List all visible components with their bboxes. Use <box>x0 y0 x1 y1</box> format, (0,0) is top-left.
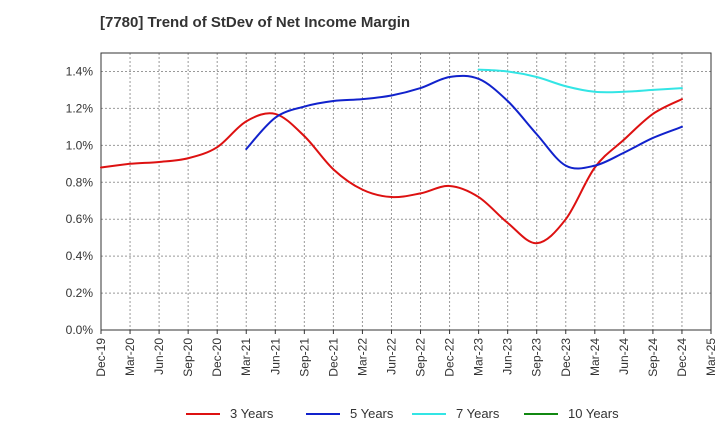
series-line-3-years <box>100 98 683 245</box>
plot-frame <box>100 52 712 331</box>
legend: 3 Years 5 Years 7 Years 10 Years <box>0 406 720 424</box>
legend-item: 3 Years <box>186 406 273 421</box>
legend-label: 10 Years <box>568 406 619 421</box>
legend-label: 7 Years <box>456 406 500 421</box>
series-line-7-years <box>477 68 683 94</box>
legend-swatch <box>524 412 558 415</box>
y-tick-label: 1.0% <box>66 138 94 152</box>
y-tick-label: 0.4% <box>66 249 94 263</box>
x-tick-label: Sep-20 <box>181 338 195 377</box>
x-tick-label: Sep-22 <box>414 338 428 377</box>
x-tick-label: Jun-20 <box>152 338 166 375</box>
x-tick-label: Jun-24 <box>617 338 631 375</box>
y-tick-label: 0.8% <box>66 175 94 189</box>
x-tick-label: Mar-25 <box>704 338 718 376</box>
x-tick-label: Dec-21 <box>326 338 340 377</box>
y-tick-label: 1.4% <box>66 64 94 78</box>
legend-label: 3 Years <box>230 406 274 421</box>
y-tick-label: 0.6% <box>66 212 94 226</box>
x-tick-label: Mar-21 <box>239 338 253 376</box>
legend-item: 10 Years <box>524 406 619 421</box>
plot-area <box>101 53 711 330</box>
x-tick-label: Jun-22 <box>384 338 398 375</box>
y-tick-label: 0.2% <box>66 286 94 300</box>
y-tick-label: 0.0% <box>66 323 94 337</box>
series-line-5-years <box>245 74 683 170</box>
legend-item: 7 Years <box>412 406 499 421</box>
x-tick-label: Jun-23 <box>501 338 515 375</box>
legend-swatch <box>412 412 446 415</box>
x-tick-label: Dec-22 <box>443 338 457 377</box>
y-tick-label: 1.2% <box>66 101 94 115</box>
x-tick-label: Mar-20 <box>123 338 137 376</box>
x-tick-label: Sep-23 <box>530 338 544 377</box>
x-tick-label: Mar-24 <box>588 338 602 376</box>
chart-title: [7780] Trend of StDev of Net Income Marg… <box>100 14 411 31</box>
x-tick-label: Dec-23 <box>559 338 573 377</box>
x-tick-label: Sep-24 <box>646 338 660 377</box>
x-tick-label: Dec-20 <box>210 338 224 377</box>
x-tick-label: Mar-22 <box>355 338 369 376</box>
x-tick-label: Mar-23 <box>472 338 486 376</box>
x-tick-label: Dec-24 <box>675 338 689 377</box>
x-tick-label: Sep-21 <box>297 338 311 377</box>
x-tick-label: Dec-19 <box>94 338 108 377</box>
legend-swatch <box>306 412 340 415</box>
legend-swatch <box>186 412 220 415</box>
legend-item: 5 Years <box>306 406 393 421</box>
legend-label: 5 Years <box>350 406 394 421</box>
x-tick-label: Jun-21 <box>268 338 282 375</box>
